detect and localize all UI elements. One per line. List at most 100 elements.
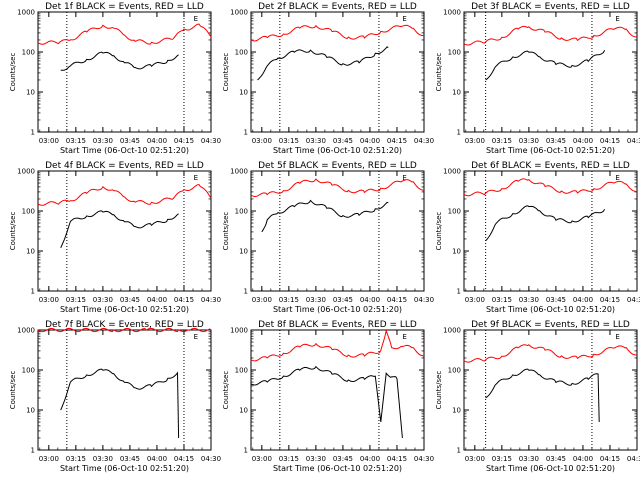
y-tick-label: 10 [26,248,35,256]
x-tick-label: 04:15 [600,455,620,463]
plot-frame [250,11,425,133]
x-tick-label: 04:00 [147,455,167,463]
panel-5: Det 5f BLACK = Events, RED = LLD 1 10 100 10… [222,161,434,314]
x-tick-label: 04:30 [414,137,434,145]
x-tick-label: 03:30 [93,455,113,463]
lld-series-line [37,327,212,333]
panel-title: Det 1f BLACK = Events, RED = LLD [45,2,204,12]
panel-title: Det 5f BLACK = Events, RED = LLD [258,161,417,171]
x-tick-label: 04:00 [573,455,593,463]
y-tick-label: 1000 [230,327,248,335]
y-tick-label: 1 [244,288,248,296]
marker-label: E [615,333,619,341]
x-tick-label: 03:15 [492,137,512,145]
panel-title: Det 8f BLACK = Events, RED = LLD [258,320,417,330]
x-tick-label: 04:15 [387,455,407,463]
panel-6: Det 6f BLACK = Events, RED = LLD 1 10 100 10… [435,161,640,314]
plot-frame [37,11,212,133]
lld-series-line [37,23,212,45]
x-tick-label: 04:00 [573,296,593,304]
y-tick-label: 100 [235,367,248,375]
plot-frame [463,329,638,451]
y-axis-label: Counts/sec [222,53,230,92]
y-tick-label: 10 [452,89,461,97]
y-axis-label: Counts/sec [435,53,443,92]
x-axis-label: Start Time (06-Oct-10 02:51:20) [60,146,189,155]
marker-label: E [194,15,198,23]
y-tick-label: 1000 [230,9,248,17]
x-tick-label: 03:00 [252,455,272,463]
x-axis-label: Start Time (06-Oct-10 02:51:20) [273,146,402,155]
x-tick-label: 04:30 [201,455,221,463]
marker-label: E [615,15,619,23]
x-axis-label: Start Time (06-Oct-10 02:51:20) [273,305,402,314]
x-tick-label: 03:15 [66,455,86,463]
y-tick-label: 100 [235,49,248,57]
x-tick-label: 04:00 [360,296,380,304]
marker-label: E [194,174,198,182]
panel-7: Det 7f BLACK = Events, RED = LLD 1 10 100 10… [9,320,221,473]
x-axis-label: Start Time (06-Oct-10 02:51:20) [60,464,189,473]
panel-title: Det 7f BLACK = Events, RED = LLD [45,320,204,330]
x-tick-label: 03:00 [465,455,485,463]
x-axis-label: Start Time (06-Oct-10 02:51:20) [486,464,615,473]
events-series-line [261,199,389,233]
x-tick-label: 04:15 [174,296,194,304]
marker-label: E [194,333,198,341]
y-tick-label: 10 [239,89,248,97]
panel-title: Det 4f BLACK = Events, RED = LLD [45,161,204,171]
panel-3: Det 3f BLACK = Events, RED = LLD 1 10 100 10… [435,2,640,155]
x-tick-label: 03:30 [519,137,539,145]
y-tick-label: 1000 [17,168,35,176]
panel-title: Det 2f BLACK = Events, RED = LLD [258,2,417,12]
marker-label: E [615,174,619,182]
y-axis-label: Counts/sec [435,212,443,251]
x-tick-label: 03:15 [66,296,86,304]
x-tick-label: 04:15 [174,455,194,463]
x-tick-label: 03:00 [252,137,272,145]
lld-series-line [463,178,638,197]
x-tick-label: 03:30 [306,455,326,463]
x-axis-label: Start Time (06-Oct-10 02:51:20) [60,305,189,314]
panel-title: Det 3f BLACK = Events, RED = LLD [471,2,630,12]
events-series-line [250,365,403,439]
x-tick-label: 03:45 [333,455,353,463]
y-axis-label: Counts/sec [222,371,230,410]
x-tick-label: 03:30 [519,455,539,463]
plot-frame [463,170,638,292]
x-tick-label: 03:45 [333,137,353,145]
plot-frame [250,170,425,292]
x-tick-label: 04:15 [387,137,407,145]
x-tick-label: 04:00 [147,137,167,145]
x-tick-label: 03:45 [120,455,140,463]
x-tick-label: 03:00 [465,296,485,304]
x-tick-label: 03:30 [93,296,113,304]
y-tick-label: 1 [457,447,461,455]
lld-series-line [37,183,212,206]
x-tick-label: 03:00 [252,296,272,304]
x-tick-label: 04:15 [387,296,407,304]
events-series-line [485,50,606,81]
panel-9: Det 9f BLACK = Events, RED = LLD 1 10 100 10… [435,320,640,473]
panel-1: Det 1f BLACK = Events, RED = LLD 1 10 100 10… [9,2,221,155]
y-tick-label: 1000 [443,327,461,335]
lld-series-line [250,328,425,362]
panel-8: Det 8f BLACK = Events, RED = LLD 1 10 100 10… [222,320,434,473]
lld-series-line [250,24,425,42]
lld-series-line [463,344,638,363]
y-axis-label: Counts/sec [9,371,17,410]
panel-title: Det 6f BLACK = Events, RED = LLD [471,161,630,171]
x-tick-label: 03:15 [279,296,299,304]
y-tick-label: 100 [235,208,248,216]
y-tick-label: 10 [452,407,461,415]
x-tick-label: 04:30 [414,455,434,463]
x-tick-label: 03:45 [120,137,140,145]
y-tick-label: 10 [239,407,248,415]
plot-frame [37,170,212,292]
x-tick-label: 03:30 [306,296,326,304]
x-tick-label: 03:45 [120,296,140,304]
y-tick-label: 1 [457,288,461,296]
x-tick-label: 03:45 [546,296,566,304]
y-tick-label: 1000 [443,168,461,176]
marker-label: E [402,15,406,23]
